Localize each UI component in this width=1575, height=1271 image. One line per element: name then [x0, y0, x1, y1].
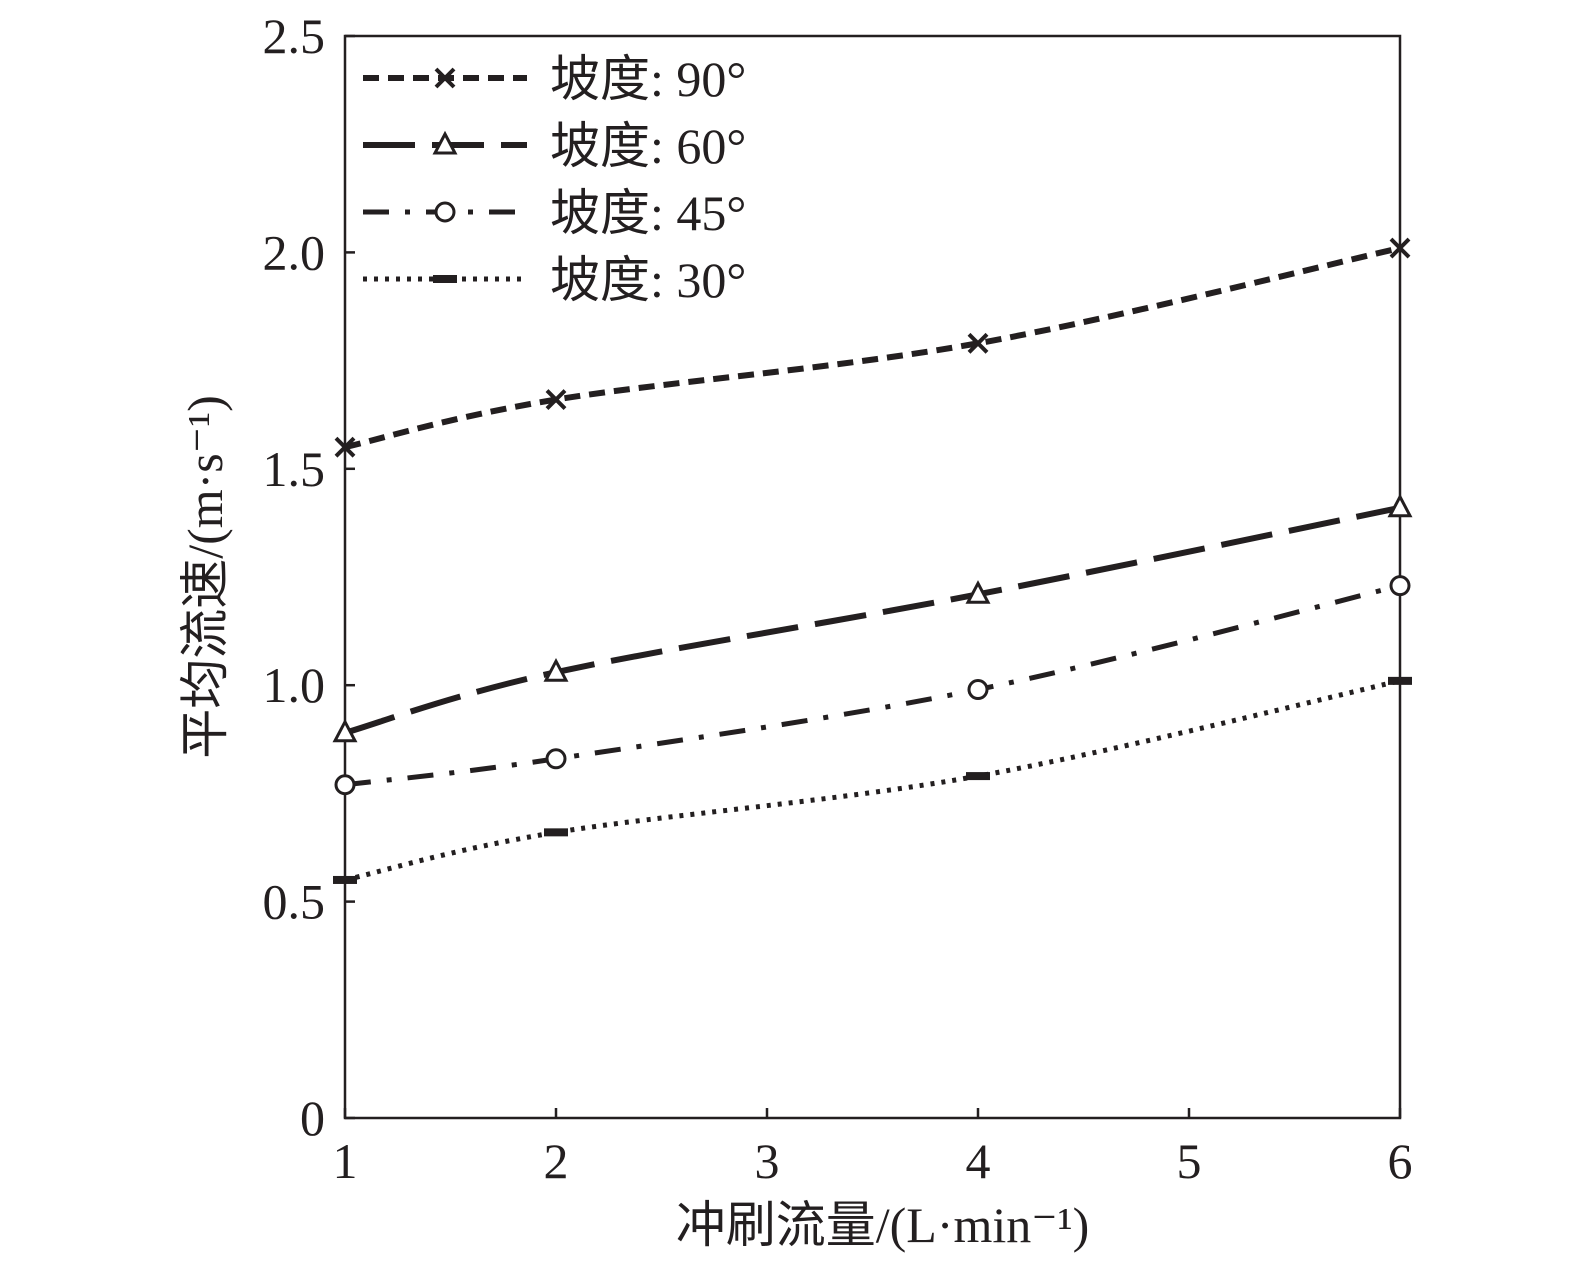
series-line	[344, 678, 1401, 883]
x-tick-label: 1	[333, 1133, 358, 1189]
series-3	[333, 676, 1412, 884]
data-point	[334, 774, 356, 796]
data-point	[965, 580, 991, 604]
legend-item: 坡度: 45°	[363, 185, 746, 241]
series-1	[332, 493, 1413, 743]
data-point	[334, 436, 356, 458]
x-tick-label: 6	[1388, 1133, 1413, 1189]
data-point	[545, 748, 567, 770]
legend-swatch-marker	[432, 130, 458, 155]
data-point	[545, 389, 567, 410]
y-tick-label: 2.5	[263, 8, 326, 64]
data-point	[332, 718, 358, 743]
y-tick-label: 2.0	[263, 224, 326, 280]
data-point	[1389, 237, 1411, 259]
plot-frame	[343, 34, 1402, 1120]
legend-label: 坡度: 90°	[550, 51, 746, 107]
y-tick-label: 0.5	[263, 874, 326, 930]
y-axis: 0 0.5 1.0 1.5 2.0 2.5	[263, 8, 355, 1146]
series-line	[344, 245, 1401, 451]
x-tick-label: 3	[755, 1133, 780, 1189]
legend: 坡度: 90° 坡度: 60° 坡度: 45° 坡度: 30°	[363, 51, 746, 308]
legend-item: 坡度: 60°	[363, 118, 746, 174]
data-point	[544, 828, 568, 837]
legend-swatch-marker	[434, 201, 456, 223]
data-point	[967, 332, 989, 354]
data-point	[967, 679, 989, 701]
series-0	[334, 237, 1411, 458]
series-line	[344, 504, 1401, 736]
x-axis: 1 2 3 4 5 6	[333, 1108, 1413, 1189]
x-tick-label: 2	[544, 1133, 569, 1189]
legend-item: 坡度: 90°	[363, 51, 746, 107]
data-point	[333, 875, 357, 884]
series-layer	[332, 237, 1413, 884]
x-axis-title: 冲刷流量/(L·min⁻¹)	[676, 1197, 1090, 1253]
data-point	[543, 657, 569, 682]
series-line	[344, 583, 1401, 788]
legend-label: 坡度: 30°	[550, 252, 746, 308]
plot-border	[343, 34, 1402, 1120]
legend-swatch-marker	[433, 275, 457, 283]
series-2	[334, 575, 1411, 796]
legend-swatch-marker	[434, 67, 456, 89]
data-point	[1388, 676, 1412, 685]
y-tick-label: 1.5	[263, 441, 326, 497]
y-tick-label: 1.0	[263, 657, 326, 713]
legend-item: 坡度: 30°	[363, 252, 746, 308]
y-axis-title: 平均流速/(m·s⁻¹)	[177, 395, 233, 759]
data-point	[1387, 493, 1413, 518]
legend-label: 坡度: 60°	[550, 118, 746, 174]
data-point	[966, 772, 990, 781]
x-tick-label: 4	[966, 1133, 991, 1189]
x-tick-label: 5	[1177, 1133, 1202, 1189]
y-tick-label: 0	[300, 1090, 325, 1146]
legend-label: 坡度: 45°	[550, 185, 746, 241]
data-point	[1389, 575, 1411, 597]
